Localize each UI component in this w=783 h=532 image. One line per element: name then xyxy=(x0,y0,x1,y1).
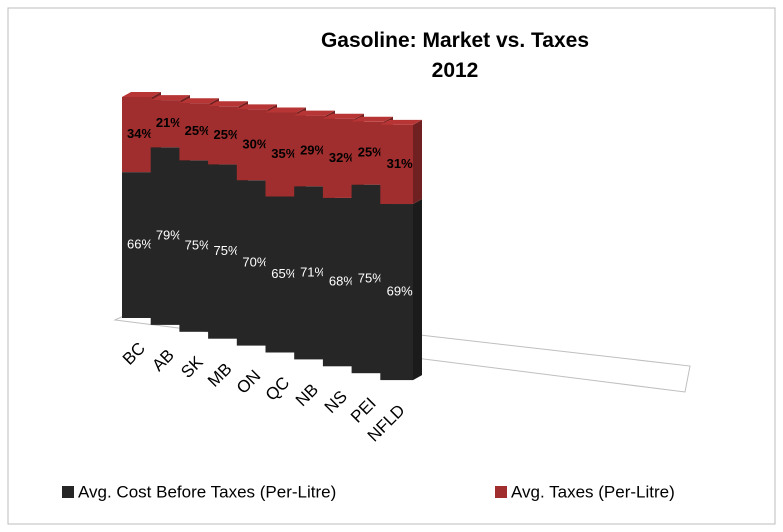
bar-side xyxy=(413,199,422,381)
data-label: 30% xyxy=(242,136,268,151)
data-label: 65% xyxy=(271,266,297,281)
bar xyxy=(322,197,355,367)
data-label: 68% xyxy=(329,274,355,289)
legend-label: Avg. Cost Before Taxes (Per-Litre) xyxy=(78,482,336,501)
data-label: 75% xyxy=(358,270,384,285)
bar xyxy=(294,186,326,360)
bar xyxy=(351,121,384,185)
data-label: 66% xyxy=(127,237,153,252)
data-label: 70% xyxy=(242,254,268,269)
data-label: 31% xyxy=(387,156,413,171)
bar xyxy=(380,124,413,205)
bar-top xyxy=(236,104,277,110)
bar xyxy=(150,147,181,325)
data-label: 75% xyxy=(214,243,240,258)
legend-swatch xyxy=(495,486,507,498)
bar xyxy=(236,109,268,181)
bar xyxy=(265,196,297,353)
data-label: 25% xyxy=(358,145,384,160)
bar-top xyxy=(380,119,422,125)
data-label: 35% xyxy=(271,146,297,161)
data-label: 69% xyxy=(387,283,413,298)
bar xyxy=(236,180,268,346)
data-label: 32% xyxy=(329,150,355,165)
bar xyxy=(122,172,152,318)
bar xyxy=(208,106,239,165)
bar xyxy=(322,118,355,198)
bar-top xyxy=(150,95,190,101)
legend-swatch xyxy=(62,486,74,498)
chart-title: Gasoline: Market vs. Taxes 2012 xyxy=(320,29,590,82)
bar-side xyxy=(413,119,422,205)
bar xyxy=(294,115,326,187)
bar xyxy=(351,184,384,374)
bar xyxy=(179,160,210,332)
bar-top xyxy=(322,113,364,119)
bar-top xyxy=(122,92,161,97)
data-label: 29% xyxy=(300,142,326,157)
data-label: 34% xyxy=(127,126,153,141)
bar-top xyxy=(351,116,393,122)
bar xyxy=(150,100,181,148)
bar-top xyxy=(294,110,335,116)
bar xyxy=(179,103,210,161)
data-label: 25% xyxy=(185,123,211,138)
bar-top xyxy=(179,98,219,104)
legend-label: Avg. Taxes (Per-Litre) xyxy=(511,482,675,501)
bar xyxy=(122,97,152,173)
bar-top xyxy=(265,107,306,113)
bar xyxy=(380,204,413,381)
data-label: 79% xyxy=(156,228,182,243)
data-label: 25% xyxy=(214,127,240,142)
data-label: 75% xyxy=(185,238,211,253)
bar xyxy=(265,112,297,197)
bar-top xyxy=(208,101,248,107)
data-label: 21% xyxy=(156,115,182,130)
bar xyxy=(208,164,239,339)
data-label: 71% xyxy=(300,264,326,279)
